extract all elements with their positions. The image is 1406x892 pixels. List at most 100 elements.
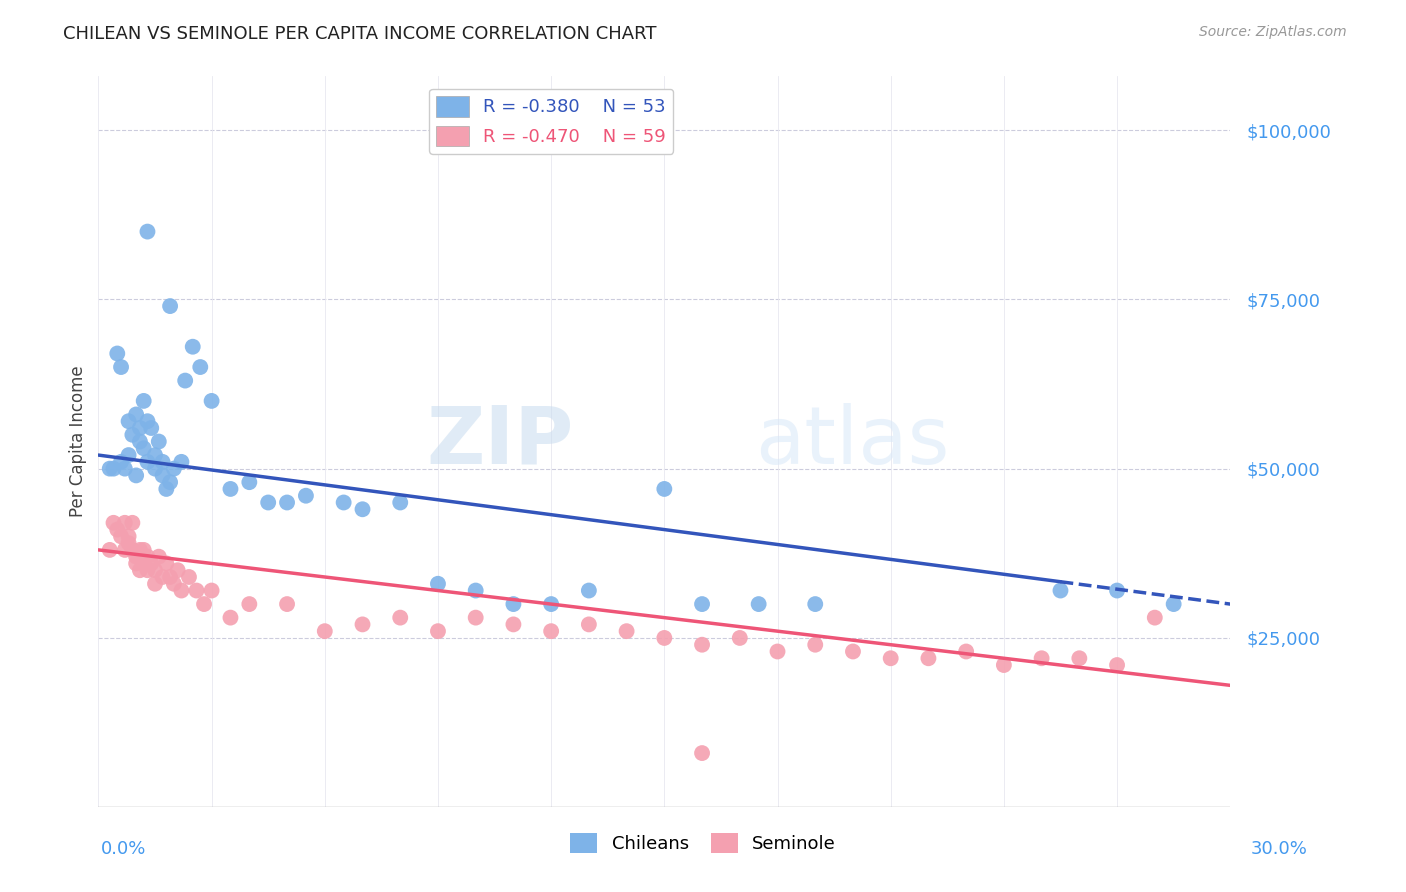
Point <box>1069 651 1091 665</box>
Point <box>98 542 121 557</box>
Point <box>880 651 903 665</box>
Legend: R = -0.380    N = 53, R = -0.470    N = 59: R = -0.380 N = 53, R = -0.470 N = 59 <box>429 88 673 153</box>
Point <box>219 610 242 624</box>
Point <box>143 563 166 577</box>
Point <box>578 583 600 598</box>
Point <box>389 610 412 624</box>
Point <box>159 570 181 584</box>
Point <box>155 557 177 571</box>
Point <box>352 617 374 632</box>
Point <box>114 516 136 530</box>
Point <box>170 455 193 469</box>
Point <box>1031 651 1053 665</box>
Point <box>114 542 136 557</box>
Point <box>117 529 139 543</box>
Point <box>132 542 155 557</box>
Point <box>993 658 1015 673</box>
Point <box>136 563 159 577</box>
Text: CHILEAN VS SEMINOLE PER CAPITA INCOME CORRELATION CHART: CHILEAN VS SEMINOLE PER CAPITA INCOME CO… <box>63 25 657 43</box>
Point <box>502 617 524 632</box>
Point <box>132 393 155 408</box>
Text: 0.0%: 0.0% <box>101 840 146 858</box>
Point <box>152 455 174 469</box>
Y-axis label: Per Capita Income: Per Capita Income <box>69 366 87 517</box>
Point <box>110 455 132 469</box>
Legend: Chileans, Seminole: Chileans, Seminole <box>562 825 844 861</box>
Point <box>117 448 139 462</box>
Point <box>193 597 215 611</box>
Point <box>766 644 789 658</box>
Point <box>238 597 260 611</box>
Point <box>129 434 152 449</box>
Point <box>98 461 121 475</box>
Point <box>257 495 280 509</box>
Point <box>125 468 148 483</box>
Point <box>690 746 713 760</box>
Point <box>141 421 163 435</box>
Point <box>578 617 600 632</box>
Point <box>427 576 450 591</box>
Point <box>332 495 354 509</box>
Point <box>690 597 713 611</box>
Point <box>728 631 751 645</box>
Point <box>143 461 166 475</box>
Point <box>201 583 224 598</box>
Point <box>163 576 186 591</box>
Point <box>652 631 676 645</box>
Point <box>152 468 174 483</box>
Point <box>502 597 524 611</box>
Point <box>170 583 193 598</box>
Point <box>105 523 128 537</box>
Point <box>464 610 486 624</box>
Point <box>352 502 374 516</box>
Point <box>136 225 159 239</box>
Point <box>295 489 318 503</box>
Point <box>186 583 208 598</box>
Point <box>1143 610 1166 624</box>
Point <box>155 482 177 496</box>
Point <box>159 475 181 490</box>
Point <box>125 408 148 422</box>
Point <box>103 516 125 530</box>
Text: ZIP: ZIP <box>426 402 574 481</box>
Point <box>159 299 181 313</box>
Point <box>804 597 827 611</box>
Point <box>955 644 977 658</box>
Point <box>152 570 174 584</box>
Point <box>125 549 148 564</box>
Point <box>166 563 188 577</box>
Point <box>117 536 139 550</box>
Point <box>110 359 132 374</box>
Point <box>748 597 770 611</box>
Point <box>105 346 128 360</box>
Point <box>1163 597 1185 611</box>
Point <box>804 638 827 652</box>
Point <box>181 340 204 354</box>
Point <box>389 495 412 509</box>
Point <box>121 542 143 557</box>
Point <box>174 374 197 388</box>
Point <box>652 482 676 496</box>
Point <box>132 442 155 456</box>
Point <box>314 624 336 639</box>
Point <box>690 638 713 652</box>
Point <box>427 624 450 639</box>
Point <box>148 549 170 564</box>
Point <box>129 563 152 577</box>
Point <box>1049 583 1071 598</box>
Point <box>129 421 152 435</box>
Point <box>163 461 186 475</box>
Point <box>103 461 125 475</box>
Point <box>1107 658 1129 673</box>
Point <box>129 542 152 557</box>
Point <box>219 482 242 496</box>
Text: 30.0%: 30.0% <box>1251 840 1308 858</box>
Point <box>121 516 143 530</box>
Point <box>136 455 159 469</box>
Point <box>125 557 148 571</box>
Point <box>121 427 143 442</box>
Point <box>540 624 562 639</box>
Point <box>148 434 170 449</box>
Point <box>464 583 486 598</box>
Point <box>110 529 132 543</box>
